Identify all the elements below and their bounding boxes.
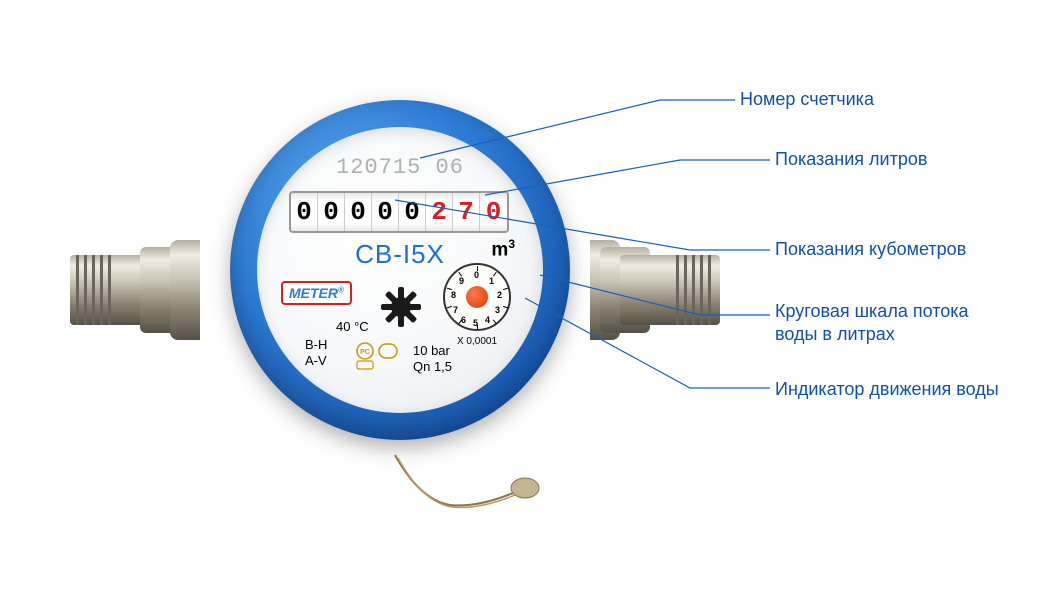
odometer-digit-m3-1: 0: [291, 193, 318, 231]
spec-qn: Qn 1,5: [413, 359, 452, 374]
callout-cubic-meters-reading: Показания кубометров: [775, 238, 966, 261]
odometer-digit-l-3: 0: [480, 193, 507, 231]
odometer-digit-m3-2: 0: [318, 193, 345, 231]
odometer-digit-m3-3: 0: [345, 193, 372, 231]
flow-subdial: 0 1 2 3 4 5 6 7 8 9 X 0,0001: [443, 263, 511, 331]
brand-logo: METER®: [281, 281, 352, 305]
callout-liters-reading: Показания литров: [775, 148, 927, 171]
meter-dial-face: 120715 06 0 0 0 0 0 2 7 0 CB-I5X m3 METE…: [257, 127, 543, 413]
threaded-connector-left: [70, 235, 200, 345]
svg-text:PC: PC: [360, 349, 370, 356]
certification-marks: PC: [355, 341, 399, 376]
odometer-digit-l-2: 7: [453, 193, 480, 231]
odometer-digit-l-1: 2: [426, 193, 453, 231]
subdial-center-icon: [466, 286, 488, 308]
flow-indicator-knob: [379, 285, 423, 329]
spec-temperature: 40 °C: [336, 319, 369, 334]
odometer-digit-m3-4: 0: [372, 193, 399, 231]
threaded-connector-right: [590, 235, 720, 345]
spec-av: A-V: [305, 353, 327, 368]
water-meter: 120715 06 0 0 0 0 0 2 7 0 CB-I5X m3 METE…: [105, 80, 685, 500]
serial-number: 120715 06: [257, 155, 543, 180]
spec-bh: B-H: [305, 337, 327, 352]
odometer-digit-m3-5: 0: [399, 193, 426, 231]
unit-cubic-meters: m3: [491, 237, 515, 261]
callout-flow-indicator: Индикатор движения воды: [775, 378, 999, 401]
odometer-display: 0 0 0 0 0 2 7 0: [289, 191, 509, 233]
callout-serial-number: Номер счетчика: [740, 88, 874, 111]
seal-wire: [390, 450, 550, 545]
callout-flow-scale: Круговая шкала потокаводы в литрах: [775, 300, 969, 345]
subdial-multiplier: X 0,0001: [445, 336, 509, 347]
spec-pressure: 10 bar: [413, 343, 450, 358]
